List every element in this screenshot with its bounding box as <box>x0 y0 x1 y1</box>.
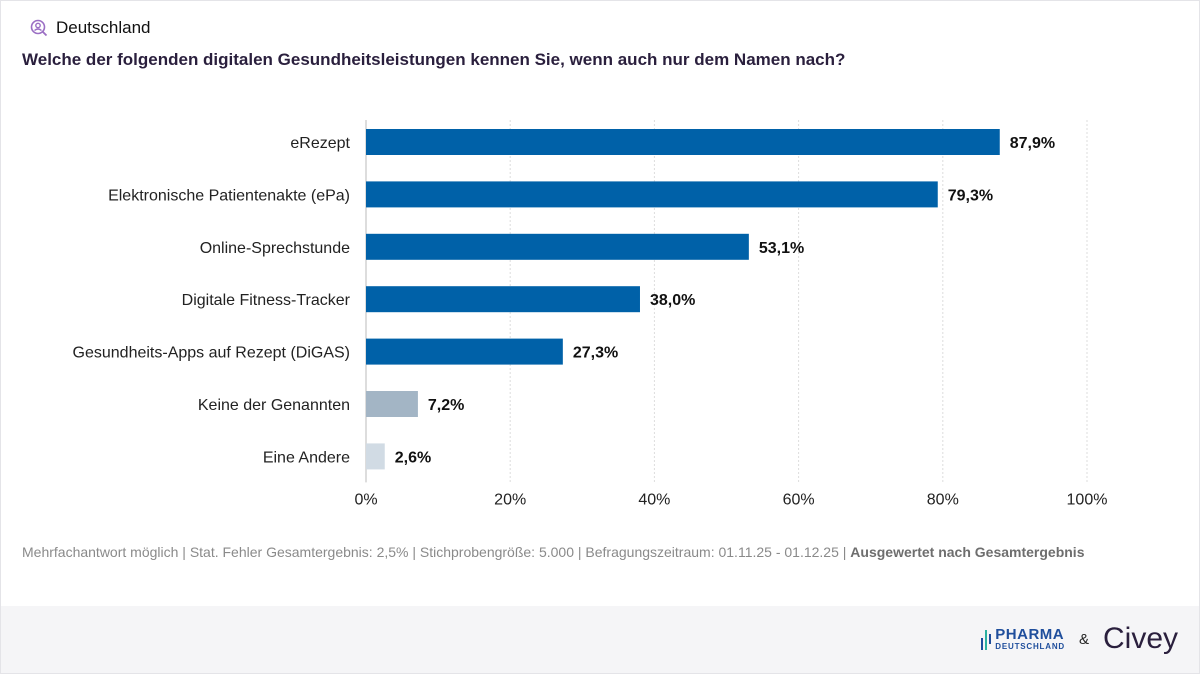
logos: PHARMA DEUTSCHLAND & Civey <box>981 622 1178 656</box>
bar-chart: 0% 20% 40% 60% 80% 100% eRezept 87,9% Elektronis… <box>73 120 1108 508</box>
value-label: 2,6% <box>395 449 431 466</box>
x-tick-label: 20% <box>494 491 526 508</box>
question-title: Welche der folgenden digitalen Gesundhei… <box>22 50 846 69</box>
value-label: 79,3% <box>948 187 993 204</box>
pharma-logo-mark-icon <box>981 630 992 650</box>
value-label: 87,9% <box>1010 135 1055 152</box>
person-search-icon <box>30 19 48 37</box>
x-tick-label: 100% <box>1067 491 1108 508</box>
category-label: Eine Andere <box>263 449 350 466</box>
category-label: eRezept <box>290 135 350 152</box>
footnote-text: Mehrfachantwort möglich | Stat. Fehler G… <box>22 544 851 560</box>
category-label: Keine der Genannten <box>198 397 350 414</box>
x-tick-label: 60% <box>783 491 815 508</box>
x-tick-label: 0% <box>354 491 377 508</box>
value-label: 38,0% <box>650 292 695 309</box>
footer-band <box>1 606 1199 673</box>
bar <box>366 338 563 365</box>
category-label: Gesundheits-Apps auf Rezept (DiGAS) <box>73 345 350 362</box>
category-label: Online-Sprechstunde <box>200 240 350 257</box>
pharma-deutschland-logo: PHARMA DEUTSCHLAND <box>981 627 1065 651</box>
bar <box>366 286 640 313</box>
bar <box>366 181 938 208</box>
bar <box>366 129 1000 155</box>
x-tick-label: 80% <box>927 491 959 508</box>
bar <box>366 233 749 260</box>
category-label: Elektronische Patientenakte (ePa) <box>108 187 350 204</box>
region-label: Deutschland <box>30 18 151 38</box>
bar <box>366 391 418 417</box>
category-label: Digitale Fitness-Tracker <box>182 292 351 309</box>
civey-logo: Civey <box>1102 622 1178 655</box>
bar <box>366 443 385 470</box>
footnote-bold: Ausgewertet nach Gesamtergebnis <box>850 544 1085 560</box>
value-label: 53,1% <box>759 240 804 257</box>
value-label: 7,2% <box>428 397 464 414</box>
footnote: Mehrfachantwort möglich | Stat. Fehler G… <box>22 541 1132 563</box>
x-tick-label: 40% <box>638 491 670 508</box>
region-name: Deutschland <box>56 18 151 37</box>
value-label: 27,3% <box>573 345 618 362</box>
ampersand: & <box>1078 630 1089 648</box>
